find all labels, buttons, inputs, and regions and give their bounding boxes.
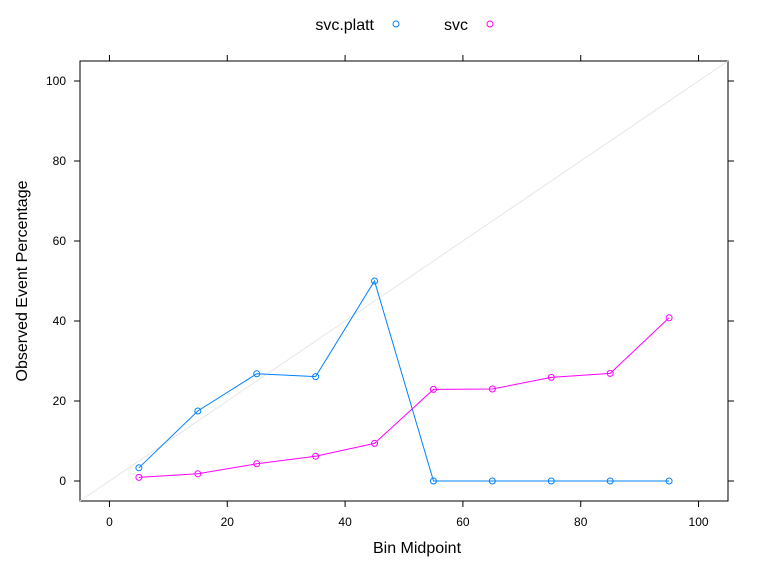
data-point <box>547 373 555 381</box>
series-svc <box>135 314 673 481</box>
data-point <box>371 277 379 285</box>
data-point <box>135 473 143 481</box>
data-point <box>253 370 261 378</box>
series-line <box>138 279 670 482</box>
data-point <box>606 477 614 485</box>
data-point <box>312 373 320 381</box>
plot-panel <box>79 60 729 502</box>
data-point <box>488 385 496 393</box>
x-tick-label: 40 <box>338 515 352 529</box>
reference-layer <box>79 60 729 502</box>
data-point <box>371 439 379 447</box>
x-tick-label: 0 <box>106 515 113 529</box>
y-axis-title: Observed Event Percentage <box>14 180 31 381</box>
reference-diagonal <box>79 60 729 502</box>
x-tick-label: 100 <box>689 515 709 529</box>
series-layer <box>135 277 673 485</box>
x-tick-label: 80 <box>574 515 588 529</box>
legend-label: svc.platt <box>315 17 374 34</box>
data-point <box>135 464 143 472</box>
data-point <box>488 477 496 485</box>
data-point <box>194 407 202 415</box>
x-tick-label: 20 <box>221 515 235 529</box>
data-point <box>665 314 673 322</box>
data-point <box>665 477 673 485</box>
x-tick-label: 60 <box>456 515 470 529</box>
legend-label: svc <box>444 17 468 34</box>
data-point <box>429 385 437 393</box>
legend-marker <box>486 20 494 28</box>
series-svc-platt <box>135 277 673 485</box>
data-point <box>547 477 555 485</box>
y-tick-label: 80 <box>53 154 67 168</box>
legend: svc.platt svc <box>315 17 494 34</box>
y-tick-label: 0 <box>59 474 66 488</box>
data-point <box>312 452 320 460</box>
legend-marker <box>392 20 400 28</box>
y-tick-label: 40 <box>53 314 67 328</box>
y-tick-label: 20 <box>53 394 67 408</box>
data-point <box>253 460 261 468</box>
series-line <box>138 317 670 478</box>
data-point <box>606 369 614 377</box>
x-axis-title: Bin Midpoint <box>373 540 462 557</box>
y-tick-label: 60 <box>53 234 67 248</box>
axes: 0 20 40 60 80 100 0 20 40 60 80 100 <box>46 55 734 529</box>
data-point <box>194 470 202 478</box>
data-point <box>429 477 437 485</box>
y-tick-label: 100 <box>46 74 66 88</box>
